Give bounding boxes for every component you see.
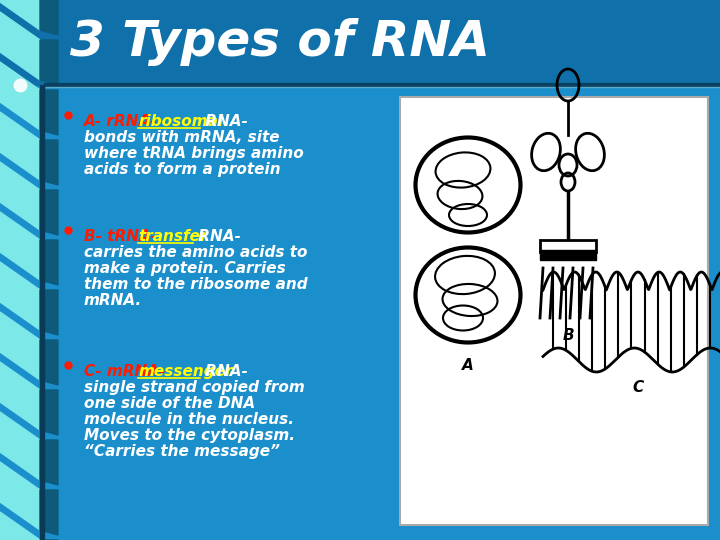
Polygon shape <box>0 362 40 430</box>
Text: carries the amino acids to: carries the amino acids to <box>84 245 307 260</box>
Polygon shape <box>40 490 58 535</box>
Polygon shape <box>40 90 58 135</box>
Text: where tRNA brings amino: where tRNA brings amino <box>84 146 304 161</box>
Text: mRNA.: mRNA. <box>84 293 142 308</box>
Bar <box>540 250 596 260</box>
Polygon shape <box>0 512 40 540</box>
Text: C: C <box>632 380 644 395</box>
Text: single strand copied from: single strand copied from <box>84 380 305 395</box>
Text: B- tRNA-: B- tRNA- <box>84 229 157 244</box>
Text: 3 Types of RNA: 3 Types of RNA <box>70 18 490 66</box>
Polygon shape <box>40 140 58 185</box>
Polygon shape <box>0 212 40 280</box>
Text: “Carries the message”: “Carries the message” <box>84 444 280 459</box>
Text: A: A <box>462 358 474 373</box>
Polygon shape <box>40 290 58 335</box>
Bar <box>540 240 596 252</box>
Text: RNA-: RNA- <box>193 229 240 244</box>
Polygon shape <box>0 412 40 480</box>
Polygon shape <box>40 340 58 385</box>
Text: transfer: transfer <box>138 229 208 244</box>
FancyBboxPatch shape <box>400 97 708 525</box>
Text: molecule in the nucleus.: molecule in the nucleus. <box>84 412 294 427</box>
Text: acids to form a protein: acids to form a protein <box>84 162 281 177</box>
Polygon shape <box>40 40 58 85</box>
Text: make a protein. Carries: make a protein. Carries <box>84 261 286 276</box>
Text: messenger: messenger <box>138 364 233 379</box>
Bar <box>0 0 720 85</box>
Polygon shape <box>0 112 40 180</box>
Text: RNA-: RNA- <box>199 114 248 129</box>
Polygon shape <box>40 0 58 35</box>
Polygon shape <box>0 62 40 130</box>
Polygon shape <box>0 12 40 80</box>
Text: Moves to the cytoplasm.: Moves to the cytoplasm. <box>84 428 295 443</box>
Text: RNA-: RNA- <box>199 364 248 379</box>
Polygon shape <box>40 240 58 285</box>
Text: them to the ribosome and: them to the ribosome and <box>84 277 307 292</box>
Polygon shape <box>0 162 40 230</box>
Polygon shape <box>0 0 40 30</box>
Text: one side of the DNA: one side of the DNA <box>84 396 255 411</box>
Text: B: B <box>562 328 574 343</box>
Polygon shape <box>40 190 58 235</box>
Polygon shape <box>0 462 40 530</box>
Polygon shape <box>0 262 40 330</box>
Text: C- mRNA-: C- mRNA- <box>84 364 166 379</box>
Bar <box>40 85 44 540</box>
Polygon shape <box>40 390 58 435</box>
Text: A- rRNA-: A- rRNA- <box>84 114 158 129</box>
Polygon shape <box>0 312 40 380</box>
Text: bonds with mRNA, site: bonds with mRNA, site <box>84 130 279 145</box>
Polygon shape <box>40 440 58 485</box>
Text: ribosomal: ribosomal <box>138 114 223 129</box>
